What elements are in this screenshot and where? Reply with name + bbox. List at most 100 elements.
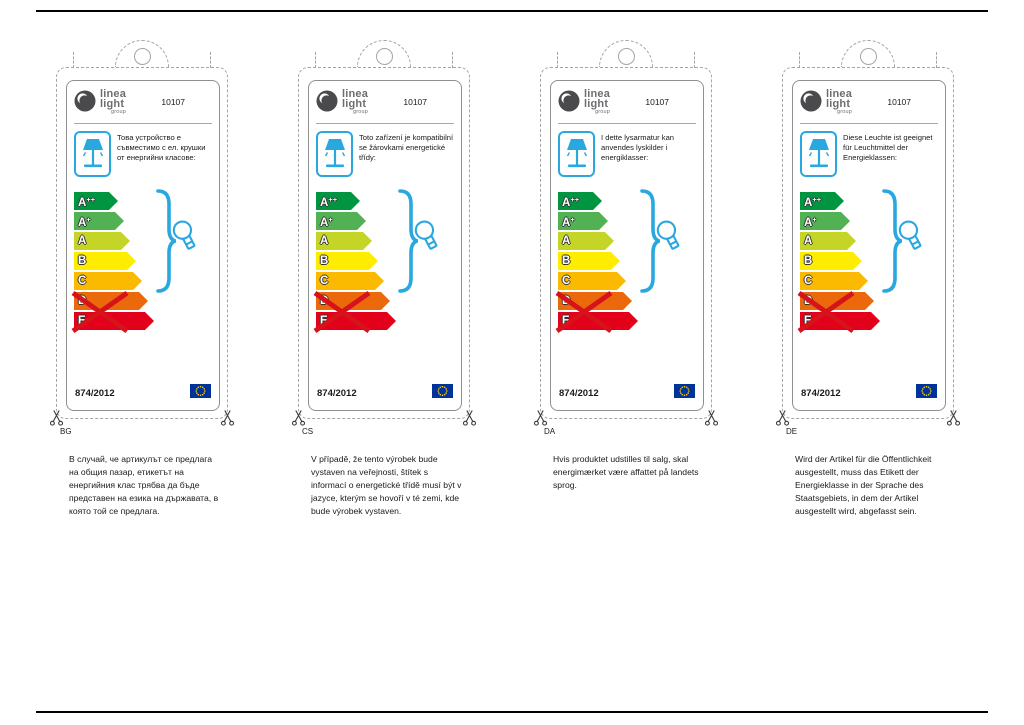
energy-class-a: A: [316, 232, 372, 250]
hang-hole: [133, 48, 151, 65]
brand-name-line1: linea: [100, 88, 127, 100]
cut-outline: linea light group 10107: [49, 52, 235, 436]
energy-class-letter: E: [320, 315, 328, 327]
energy-class-b: B: [74, 252, 136, 270]
logo-row: linea light group 10107: [309, 81, 461, 116]
compatibility-text: I dette lysarmatur kan anvendes lyskilde…: [601, 133, 675, 162]
label-tag: linea light group 10107: [533, 40, 719, 518]
energy-class-a++: A++: [74, 192, 118, 210]
brand-name-sub: group: [837, 109, 853, 115]
energy-class-letter: A: [78, 235, 87, 247]
brand-name-sub: group: [353, 109, 369, 115]
energy-class-letter: A: [562, 235, 571, 247]
note-text: В случай, че артикулът се предлага на об…: [69, 454, 219, 516]
brand-wordmark: linea light group: [342, 89, 369, 116]
cut-mark: [936, 52, 937, 68]
scissors-icon: [704, 409, 719, 426]
brace-icon: [156, 189, 181, 293]
energy-class-c: C: [800, 272, 868, 290]
energy-class-a+: A+: [74, 212, 124, 230]
scale-area: A++A+ABCDE: [555, 189, 703, 334]
energy-class-a: A: [558, 232, 614, 250]
energy-class-a+: A+: [800, 212, 850, 230]
compatibility-text: Toto zařízení je kompatibilní se žárovka…: [359, 133, 454, 162]
language-code: DE: [786, 427, 798, 436]
cut-mark: [210, 52, 211, 68]
brand-name-line2: light: [584, 97, 609, 110]
cross-out-icon: [797, 290, 855, 334]
bulb-icon: [166, 214, 205, 256]
divider: [74, 123, 212, 124]
note-text: Wird der Artikel für die Öffentlichkeit …: [795, 454, 932, 516]
label-tag: linea light group 10107: [291, 40, 477, 518]
energy-class-letter: A+: [320, 214, 333, 229]
cut-mark: [315, 52, 316, 68]
compatibility-header: Diese Leuchte ist geeignet für Leuchtmit…: [793, 124, 945, 184]
lamp-icon: [316, 131, 353, 177]
compatibility-header: I dette lysarmatur kan anvendes lyskilde…: [551, 124, 703, 184]
bulb-icon: [650, 214, 689, 256]
hang-tab: [115, 40, 169, 67]
note-text: Hvis produktet udstilles til salg, skal …: [553, 454, 699, 490]
regulation-number: 874/2012: [559, 388, 599, 399]
top-rule: [36, 10, 988, 12]
energy-class-letter: A++: [78, 194, 96, 209]
cut-mark: [694, 52, 695, 68]
scissors-icon: [291, 409, 306, 426]
eu-flag-icon: [674, 384, 695, 403]
brand-name-line2: light: [100, 97, 125, 110]
energy-class-letter: C: [320, 275, 329, 287]
energy-scale: A++A+ABCDE: [74, 192, 219, 330]
energy-class-letter: C: [804, 275, 813, 287]
energy-class-c: C: [74, 272, 142, 290]
linea-light-logo-icon: [316, 90, 338, 112]
brace-icon: [882, 189, 907, 293]
energy-class-letter: B: [320, 255, 329, 267]
brand-wordmark: linea light group: [100, 88, 127, 116]
energy-label: linea light group 10107: [792, 80, 946, 411]
eu-flag-icon: [432, 384, 453, 403]
energy-class-letter: A++: [320, 194, 338, 209]
label-footer: 874/2012: [75, 384, 211, 403]
energy-class-a++: A++: [800, 192, 844, 210]
hang-hole: [617, 48, 635, 65]
logo-row: linea light group 10107: [67, 81, 219, 116]
energy-class-letter: C: [78, 275, 87, 287]
cross-out-icon: [313, 290, 371, 334]
energy-class-b: B: [800, 252, 862, 270]
logo-row: linea light group 10107: [793, 81, 945, 116]
cut-mark: [452, 52, 453, 68]
compatibility-header: Това устройство е съвместимо с ел. крушк…: [67, 124, 219, 184]
energy-class-a: A: [800, 232, 856, 250]
energy-class-letter: A++: [804, 194, 822, 209]
energy-class-letter: E: [804, 315, 812, 327]
label-tag: linea light group 10107: [775, 40, 961, 518]
brand-wordmark: linea light group: [584, 89, 610, 116]
energy-class-a++: A++: [316, 192, 360, 210]
bottom-rule: [36, 711, 988, 713]
regulation-number: 874/2012: [75, 388, 115, 399]
hang-tab: [599, 40, 653, 67]
energy-class-letter: A: [804, 235, 813, 247]
energy-class-letter: B: [562, 255, 571, 267]
label-footer: 874/2012: [559, 384, 695, 403]
energy-class-letter: E: [78, 315, 86, 327]
language-code: CS: [302, 427, 314, 436]
energy-class-letter: A+: [804, 214, 817, 229]
brand-name-sub: group: [111, 109, 127, 115]
divider: [800, 123, 938, 124]
scissors-icon: [775, 409, 790, 426]
divider: [316, 123, 454, 124]
linea-light-logo-icon: [74, 90, 96, 112]
cut-mark: [73, 52, 74, 68]
energy-class-a+: A+: [316, 212, 366, 230]
eu-flag-icon: [916, 384, 937, 403]
energy-label: linea light group 10107: [66, 80, 220, 411]
language-code: BG: [60, 427, 72, 436]
energy-class-a++: A++: [558, 192, 602, 210]
label-footer: 874/2012: [801, 384, 937, 403]
cut-outline: linea light group 10107: [533, 52, 719, 436]
hang-hole: [859, 48, 877, 65]
scissors-icon: [462, 409, 477, 426]
